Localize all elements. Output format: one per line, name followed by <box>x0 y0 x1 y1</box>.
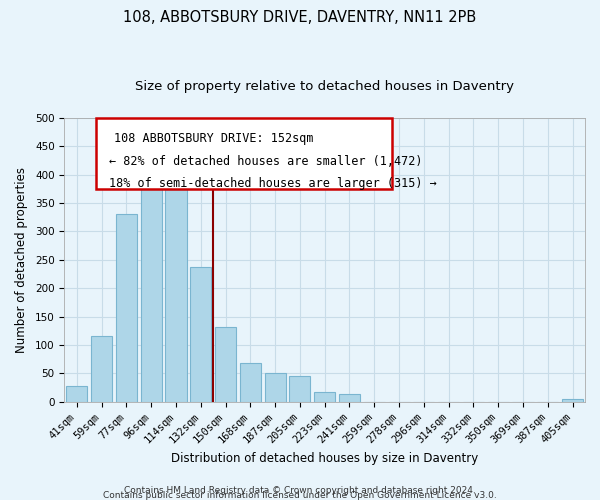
Bar <box>289 376 310 402</box>
Bar <box>190 266 211 402</box>
Bar <box>314 392 335 402</box>
Title: Size of property relative to detached houses in Daventry: Size of property relative to detached ho… <box>135 80 514 93</box>
Text: Contains HM Land Registry data © Crown copyright and database right 2024.: Contains HM Land Registry data © Crown c… <box>124 486 476 495</box>
Text: 108, ABBOTSBURY DRIVE, DAVENTRY, NN11 2PB: 108, ABBOTSBURY DRIVE, DAVENTRY, NN11 2P… <box>124 10 476 25</box>
Bar <box>66 386 88 402</box>
Text: ← 82% of detached houses are smaller (1,472): ← 82% of detached houses are smaller (1,… <box>109 154 422 168</box>
Bar <box>265 374 286 402</box>
Text: 18% of semi-detached houses are larger (315) →: 18% of semi-detached houses are larger (… <box>109 178 436 190</box>
Bar <box>215 327 236 402</box>
Bar <box>339 394 360 402</box>
Text: 108 ABBOTSBURY DRIVE: 152sqm: 108 ABBOTSBURY DRIVE: 152sqm <box>114 132 313 145</box>
Bar <box>166 189 187 402</box>
Y-axis label: Number of detached properties: Number of detached properties <box>15 167 28 353</box>
Bar <box>116 214 137 402</box>
Bar <box>240 363 261 402</box>
Bar <box>140 182 162 402</box>
X-axis label: Distribution of detached houses by size in Daventry: Distribution of detached houses by size … <box>171 452 478 465</box>
Bar <box>91 336 112 402</box>
Text: Contains public sector information licensed under the Open Government Licence v3: Contains public sector information licen… <box>103 491 497 500</box>
FancyBboxPatch shape <box>95 118 392 189</box>
Bar <box>562 399 583 402</box>
